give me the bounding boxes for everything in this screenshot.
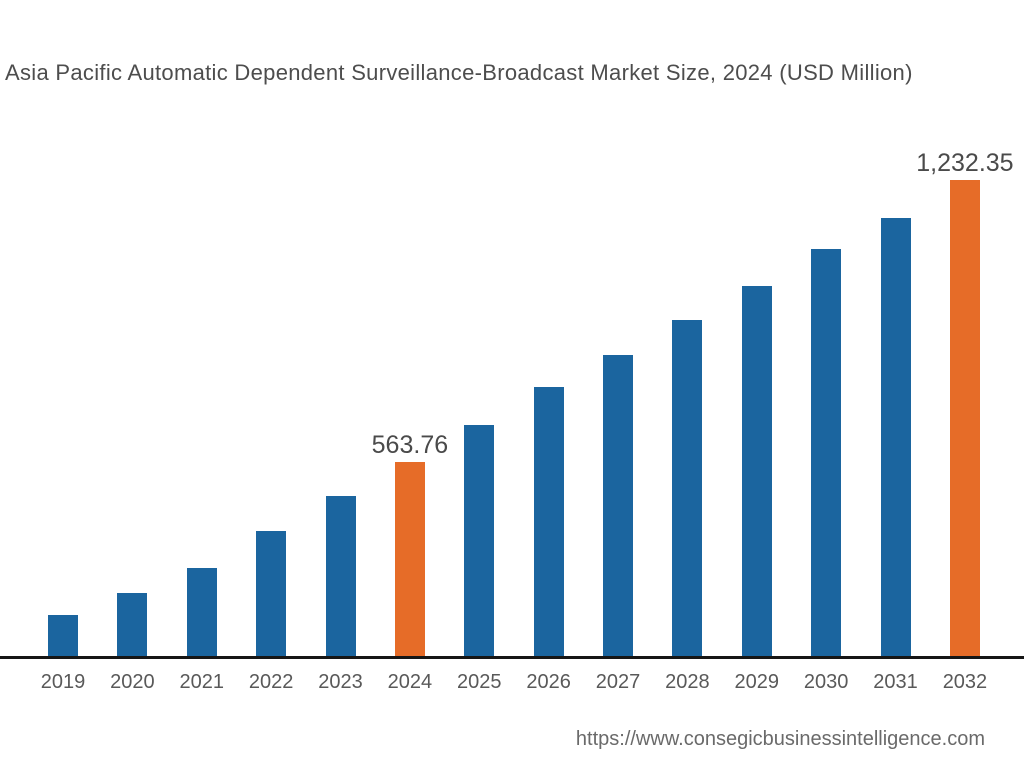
x-tick-2032: 2032 xyxy=(942,671,988,693)
bar-2030 xyxy=(811,249,842,656)
chart-title: Asia Pacific Automatic Dependent Surveil… xyxy=(5,60,913,85)
x-axis-line xyxy=(0,656,1024,659)
source-url: https://www.consegicbusinessintelligence… xyxy=(575,728,985,750)
x-tick-2026: 2026 xyxy=(526,671,571,693)
x-tick-2031: 2031 xyxy=(873,671,918,693)
x-tick-2023: 2023 xyxy=(318,671,363,693)
bar-2029 xyxy=(741,286,772,656)
value-label-2032: 1,232.35 xyxy=(916,149,1014,177)
x-tick-2028: 2028 xyxy=(665,671,710,693)
x-tick-2024: 2024 xyxy=(387,671,433,693)
x-tick-2030: 2030 xyxy=(803,671,849,693)
bar-2032 xyxy=(949,180,980,656)
bar-2022 xyxy=(256,531,287,656)
bar-2025 xyxy=(464,425,495,656)
x-tick-2022: 2022 xyxy=(248,671,294,693)
value-label-2024: 563.76 xyxy=(371,431,449,459)
bar-2019 xyxy=(48,615,78,656)
bar-2026 xyxy=(533,387,564,656)
bar-2024 xyxy=(394,462,425,656)
bar-2020 xyxy=(117,593,148,656)
bar-2023 xyxy=(325,496,356,656)
x-tick-2027: 2027 xyxy=(595,671,641,693)
x-tick-2025: 2025 xyxy=(457,671,502,693)
x-tick-2019: 2019 xyxy=(40,671,86,693)
bar-2021 xyxy=(186,568,217,656)
bar-2031 xyxy=(880,218,911,656)
x-tick-2020: 2020 xyxy=(110,671,155,693)
bar-2027 xyxy=(603,355,634,656)
x-tick-2021: 2021 xyxy=(179,671,225,693)
bar-2028 xyxy=(672,320,703,656)
x-tick-2029: 2029 xyxy=(734,671,780,693)
